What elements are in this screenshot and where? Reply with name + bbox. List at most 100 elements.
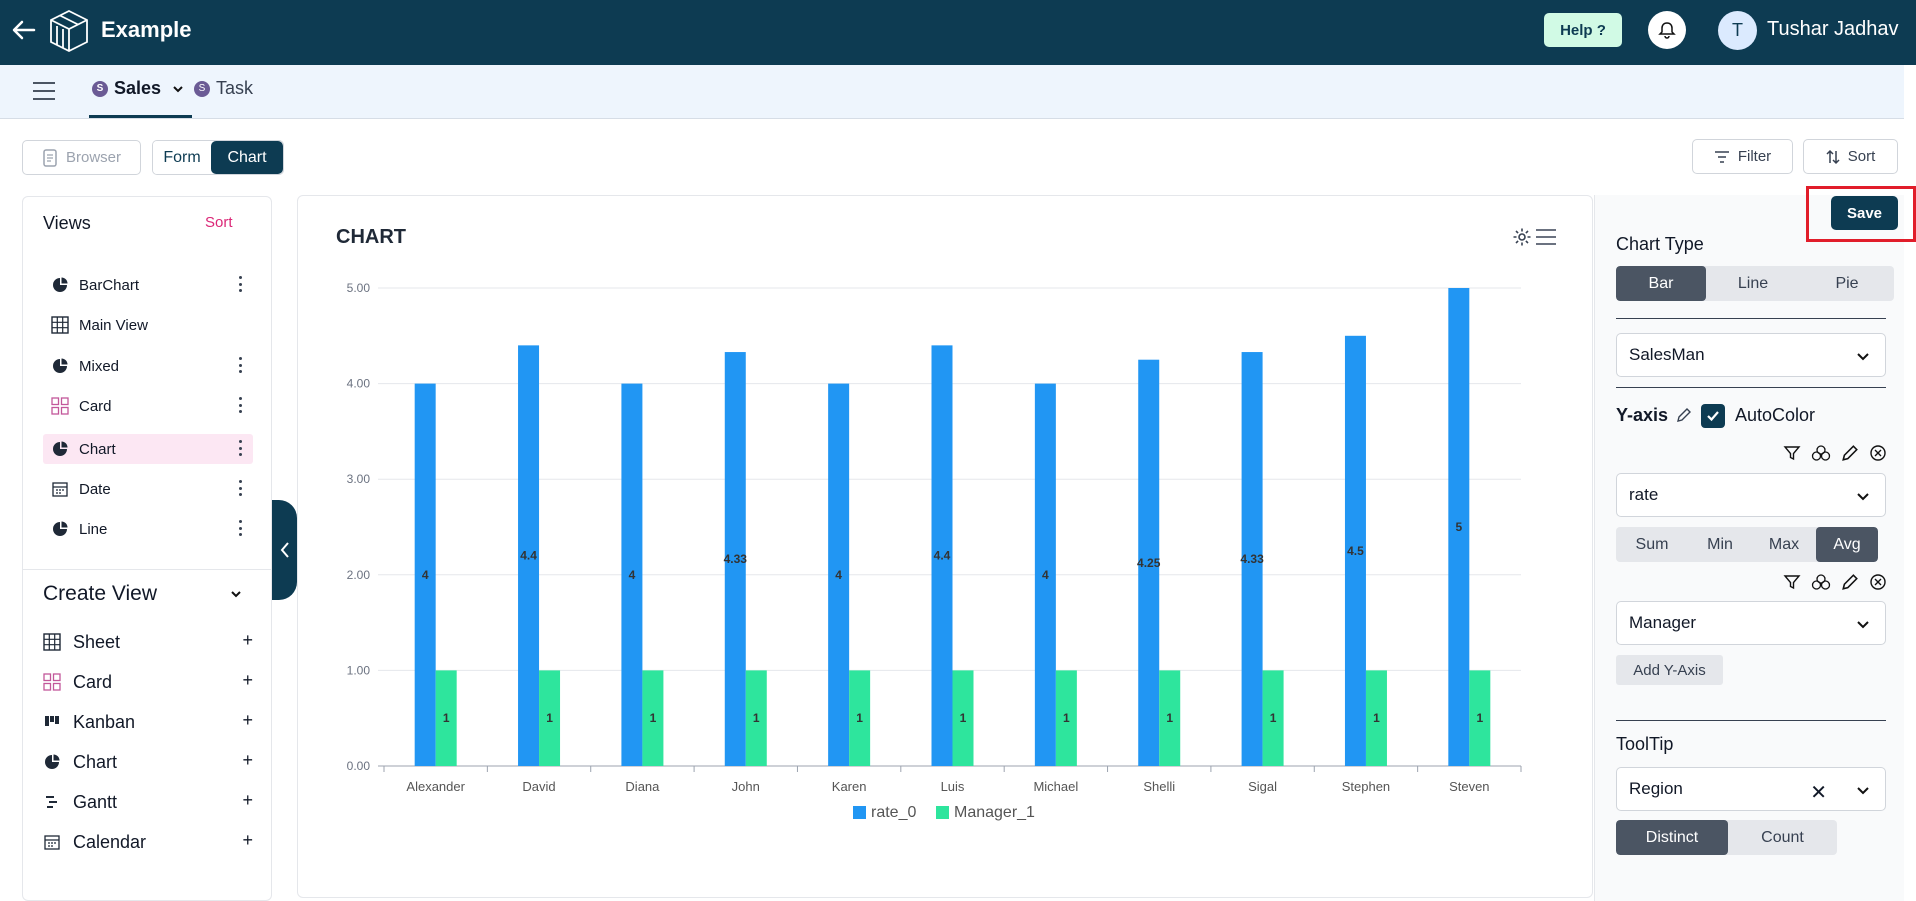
bar [539, 670, 561, 766]
agg-sum[interactable]: Sum [1635, 535, 1669, 553]
more-options-icon[interactable] [239, 520, 243, 536]
create-calendar-item[interactable]: Calendar + [43, 828, 253, 856]
view-item[interactable]: Card [43, 391, 253, 421]
divider [23, 569, 271, 570]
group-icon[interactable] [1811, 573, 1831, 591]
more-options-icon[interactable] [239, 397, 243, 413]
plus-icon[interactable]: + [242, 750, 253, 770]
top-bar: Example Help ? T Tushar Jadhav [0, 0, 1916, 65]
view-label: Mixed [79, 357, 120, 375]
views-sort-link[interactable]: Sort [205, 214, 233, 231]
view-item[interactable]: Date [43, 474, 253, 504]
data-label: 1 [1270, 711, 1277, 725]
tab-task[interactable]: S Task [194, 78, 253, 99]
legend-label: rate_0 [871, 804, 916, 821]
more-options-icon[interactable] [239, 276, 243, 292]
add-y-axis-button[interactable]: Add Y-Axis [1616, 655, 1723, 685]
menu-icon[interactable] [33, 82, 55, 100]
chart-menu-icon[interactable] [1536, 229, 1556, 250]
sort-button[interactable]: Sort [1803, 139, 1898, 174]
bar [1055, 670, 1077, 766]
create-item-label: Gantt [73, 791, 118, 812]
y-field-select-manager[interactable]: Manager [1616, 601, 1886, 645]
chart-type-title: Chart Type [1616, 234, 1704, 254]
plus-icon[interactable]: + [242, 790, 253, 810]
create-sheet-item[interactable]: Sheet + [43, 628, 253, 656]
create-kanban-item[interactable]: Kanban + [43, 708, 253, 736]
tooltip-mode-distinct[interactable]: Distinct [1616, 820, 1728, 855]
more-options-icon[interactable] [239, 480, 243, 496]
pencil-icon[interactable] [1841, 573, 1859, 591]
tooltip-mode-count[interactable]: Count [1761, 828, 1804, 846]
chart-type-bar[interactable]: Bar [1616, 266, 1706, 301]
agg-min[interactable]: Min [1707, 535, 1733, 553]
chart-type-pie[interactable]: Pie [1835, 274, 1859, 292]
filter-icon[interactable] [1783, 444, 1801, 462]
create-gantt-item[interactable]: Gantt + [43, 788, 253, 816]
x-axis-select[interactable]: SalesMan [1616, 333, 1886, 377]
bar [414, 383, 436, 766]
autocolor-checkbox[interactable] [1701, 404, 1725, 428]
save-button[interactable]: Save [1831, 196, 1898, 230]
autocolor-label: AutoColor [1735, 405, 1816, 425]
bar [1034, 383, 1056, 766]
plus-icon[interactable]: + [242, 710, 253, 730]
close-circle-icon[interactable] [1869, 444, 1887, 462]
plus-icon[interactable]: + [242, 830, 253, 850]
help-button[interactable]: Help ? [1544, 13, 1622, 47]
bar [724, 352, 746, 766]
y-field-value: Manager [1629, 613, 1697, 632]
group-icon[interactable] [1811, 444, 1831, 462]
view-item[interactable]: Line [43, 514, 253, 544]
chevron-down-icon [1857, 493, 1869, 501]
tooltip-title: ToolTip [1616, 734, 1674, 754]
pie-icon [51, 276, 69, 294]
gear-icon[interactable] [1512, 227, 1532, 247]
agg-max[interactable]: Max [1768, 535, 1800, 553]
clear-icon[interactable]: ✕ [1810, 782, 1827, 804]
tooltip-field-select[interactable]: Region ✕ [1616, 767, 1886, 811]
plus-icon[interactable]: + [242, 630, 253, 650]
data-label: 1 [1373, 711, 1380, 725]
more-options-icon[interactable] [239, 440, 243, 456]
sort-label: Sort [1847, 148, 1876, 165]
chevron-down-icon[interactable] [171, 82, 185, 96]
view-item[interactable]: Main View [43, 310, 253, 340]
chevron-down-icon[interactable] [229, 587, 243, 601]
notifications-button[interactable] [1648, 11, 1686, 49]
back-arrow-icon[interactable] [10, 16, 38, 44]
user-name[interactable]: Tushar Jadhav [1767, 18, 1899, 40]
chart-type-line[interactable]: Line [1737, 274, 1769, 292]
create-chart-item[interactable]: Chart + [43, 748, 253, 776]
form-mode-button[interactable]: Form [153, 141, 211, 174]
chart-mode-button[interactable]: Chart [211, 141, 283, 174]
data-label: 4.4 [520, 549, 537, 563]
more-options-icon[interactable] [239, 357, 243, 373]
chart-title: CHART [336, 226, 406, 248]
data-label: 5 [1455, 520, 1462, 534]
view-item[interactable]: Mixed [43, 351, 253, 381]
kanban-icon [43, 713, 61, 731]
y-field-select-rate[interactable]: rate [1616, 473, 1886, 517]
browser-button[interactable]: Browser [22, 140, 141, 175]
filter-icon[interactable] [1783, 573, 1801, 591]
view-item-active[interactable]: Chart [43, 434, 253, 464]
filter-button[interactable]: Filter [1692, 139, 1793, 174]
plus-icon[interactable]: + [242, 670, 253, 690]
views-title: Views [43, 213, 91, 233]
agg-avg[interactable]: Avg [1816, 527, 1878, 562]
check-icon [1707, 411, 1719, 422]
create-card-item[interactable]: Card + [43, 668, 253, 696]
create-item-label: Sheet [73, 631, 121, 652]
tab-label: Task [216, 78, 254, 98]
data-label: 1 [1063, 711, 1070, 725]
avatar[interactable]: T [1718, 11, 1757, 50]
pencil-icon[interactable] [1841, 444, 1859, 462]
tab-sales[interactable]: S Sales [92, 78, 185, 99]
create-item-label: Chart [73, 751, 118, 772]
pie-icon [51, 357, 69, 375]
collapse-panel-button[interactable] [272, 500, 297, 600]
pencil-icon[interactable] [1676, 407, 1692, 423]
view-item[interactable]: BarChart [43, 270, 253, 300]
close-circle-icon[interactable] [1869, 573, 1887, 591]
